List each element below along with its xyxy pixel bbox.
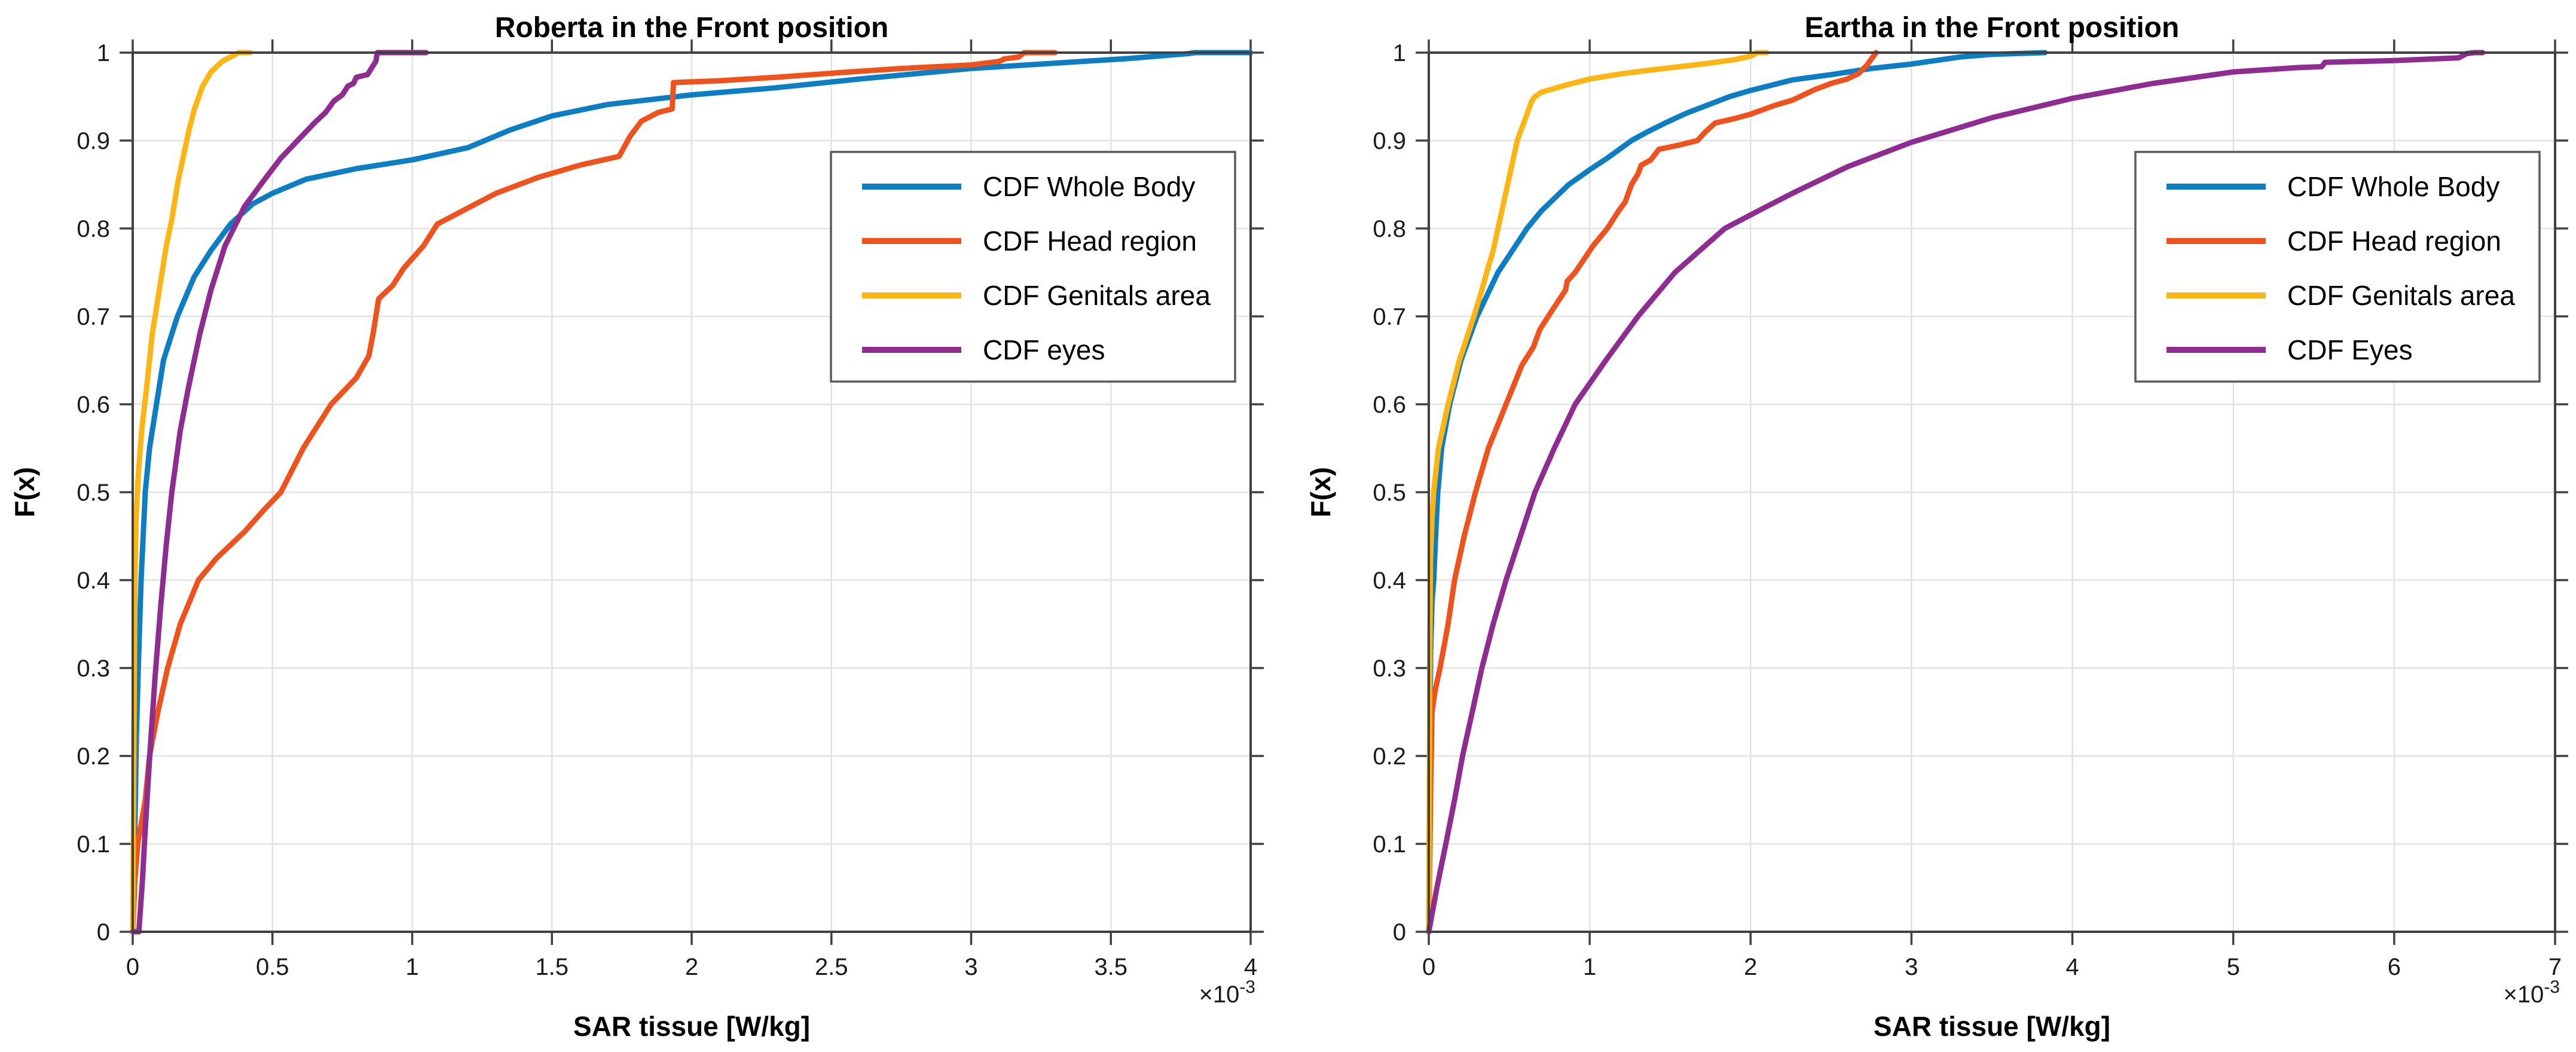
legend-label: CDF Head region <box>983 225 1197 257</box>
x-tick-label: 3 <box>1905 954 1918 980</box>
y-axis-label: F(x) <box>1305 467 1336 517</box>
x-tick-label: 1 <box>405 954 418 980</box>
x-tick-label: 7 <box>2549 954 2562 980</box>
chart-roberta-front: 0 0.5 1 1.5 2 2.5 3 3.5 4 0 0.1 0.2 0.3 0.4 0.5 0.6 0.7 0… <box>9 12 1264 1042</box>
x-axis-label: SAR tissue [W/kg] <box>1874 1011 2110 1042</box>
x-tick-label: 0 <box>1422 954 1435 980</box>
chart-eartha-front: 0 1 2 3 4 5 6 7 0 0.1 0.2 0.3 0.4 0.5 0.6 0.7 0.8 0.9 1 ×10… <box>1291 0 2576 1052</box>
legend-label: CDF Genitals area <box>2287 280 2515 311</box>
series-line <box>1426 50 1879 935</box>
axes-box <box>132 51 1252 933</box>
x-tick-label: 2 <box>685 954 698 980</box>
y-tick-label: 0.5 <box>1373 480 1406 506</box>
y-tick-label: 0.4 <box>77 568 110 594</box>
series-line <box>130 50 253 935</box>
y-tick-label: 0.6 <box>77 392 110 418</box>
y-tick-label: 1 <box>1393 40 1406 66</box>
series-line <box>130 50 429 935</box>
axes-box <box>1428 51 2556 933</box>
y-axis-label: F(x) <box>9 467 40 517</box>
y-tick-label: 0.9 <box>77 128 110 154</box>
x-tick-label: 2.5 <box>815 954 848 980</box>
legend-box <box>830 151 1236 383</box>
x-tick-label: 4 <box>1244 954 1257 980</box>
legend-label: CDF Genitals area <box>983 280 1211 311</box>
series-line <box>1426 50 1770 935</box>
chart-title: Eartha in the Front position <box>1805 12 2180 44</box>
x-tick-label: 1.5 <box>535 954 569 980</box>
y-tick-label: 0 <box>97 919 110 946</box>
legend-box <box>2134 151 2541 383</box>
series-line <box>1426 50 2048 935</box>
y-tick-label: 0.7 <box>1373 304 1406 330</box>
series-line <box>1426 50 2486 935</box>
y-tick-label: 0.2 <box>1373 743 1406 770</box>
x-tick-label: 5 <box>2227 954 2240 980</box>
y-tick-label: 0 <box>1393 919 1406 946</box>
x-axis-label: SAR tissue [W/kg] <box>573 1011 810 1042</box>
x-tick-label: 1 <box>1583 954 1596 980</box>
y-tick-label: 0.2 <box>77 743 110 770</box>
y-tick-label: 0.1 <box>1373 831 1406 858</box>
legend-label: CDF eyes <box>983 334 1105 365</box>
y-tick-label: 0.7 <box>77 304 110 330</box>
legend-label: CDF Whole Body <box>2287 171 2499 202</box>
x-axis-offset-label: ×10-3 <box>2503 977 2560 1008</box>
series-line <box>130 50 1058 935</box>
x-tick-label: 3 <box>964 954 977 980</box>
y-tick-label: 0.6 <box>1373 392 1406 418</box>
legend-label: CDF Head region <box>2287 225 2501 257</box>
y-tick-label: 0.3 <box>77 655 110 682</box>
x-tick-label: 0.5 <box>256 954 289 980</box>
x-tick-label: 4 <box>2065 954 2079 980</box>
legend-label: CDF Eyes <box>2287 334 2413 365</box>
series-line <box>130 50 1254 935</box>
plot-svg: 0 1 2 3 4 5 6 7 0 0.1 0.2 0.3 0.4 0.5 0.6 0.7 0.8 0.9 1 ×10… <box>1291 0 2576 1052</box>
legend-label: CDF Whole Body <box>983 171 1195 202</box>
y-tick-label: 0.5 <box>77 480 110 506</box>
y-tick-label: 1 <box>97 40 110 66</box>
y-tick-label: 0.8 <box>77 216 110 242</box>
chart-title: Roberta in the Front position <box>495 12 889 44</box>
x-tick-label: 3.5 <box>1094 954 1127 980</box>
x-tick-label: 6 <box>2388 954 2401 980</box>
plot-svg: 0 0.5 1 1.5 2 2.5 3 3.5 4 0 0.1 0.2 0.3 0.4 0.5 0.6 0.7 0… <box>9 12 1264 1042</box>
y-tick-label: 0.3 <box>1373 655 1406 682</box>
y-tick-label: 0.1 <box>77 831 110 858</box>
x-tick-label: 2 <box>1744 954 1757 980</box>
y-tick-label: 0.8 <box>1373 216 1406 242</box>
y-tick-label: 0.9 <box>1373 128 1406 154</box>
x-axis-offset-label: ×10-3 <box>1199 977 1255 1008</box>
y-tick-label: 0.4 <box>1373 568 1406 594</box>
x-tick-label: 0 <box>126 954 139 980</box>
